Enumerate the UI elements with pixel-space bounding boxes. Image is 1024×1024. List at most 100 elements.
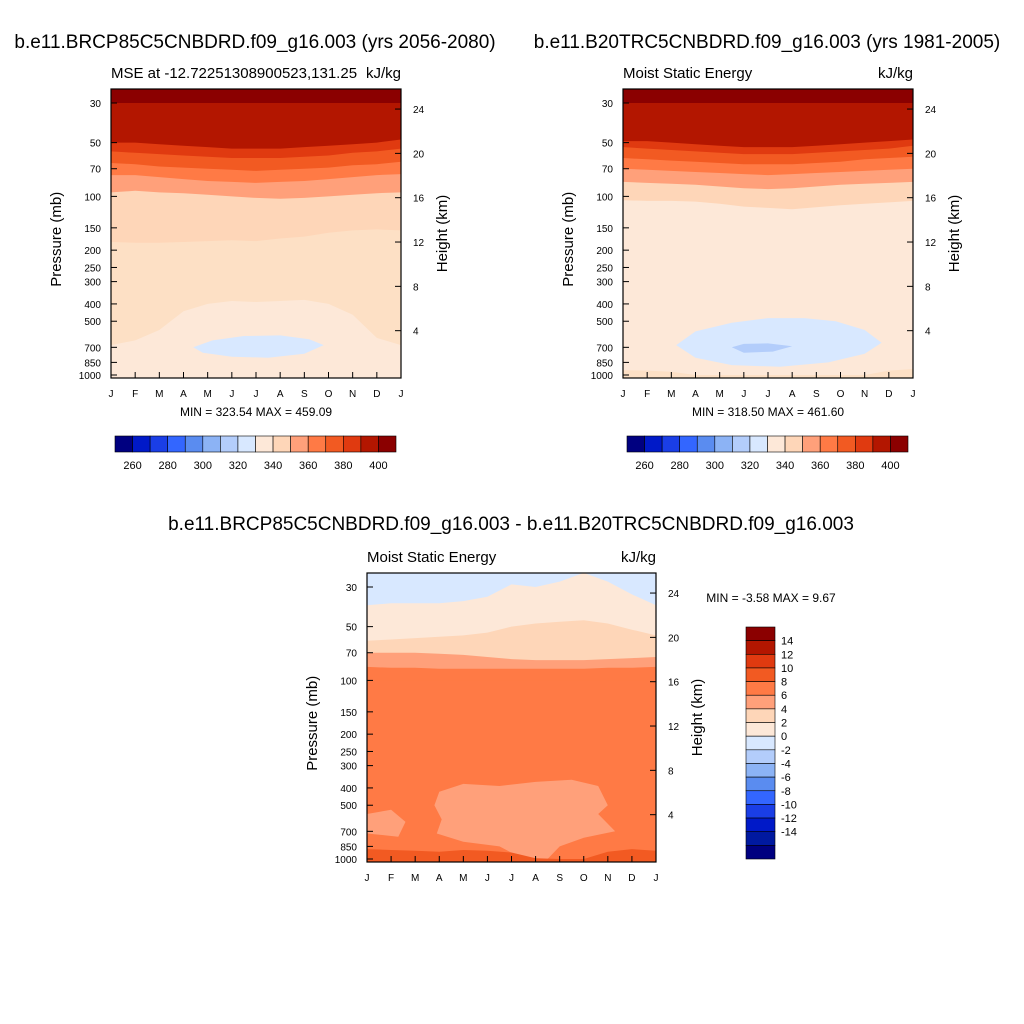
colorbar-box <box>745 831 776 846</box>
y-tick-label: 850 <box>84 358 101 369</box>
colorbar-box <box>745 845 776 860</box>
colorbar-box <box>784 435 803 453</box>
x-tick-label: M <box>411 873 419 884</box>
right-string: kJ/kg <box>878 65 913 82</box>
y-tick-label: 100 <box>340 676 357 687</box>
y-tick-label: 50 <box>346 623 358 634</box>
colorbar-box <box>732 435 751 453</box>
y-axis-label: Pressure (mb) <box>304 676 321 771</box>
colorbar-label: -8 <box>781 786 791 798</box>
colorbar-box <box>290 435 309 453</box>
height-tick-label: 16 <box>668 678 680 689</box>
colorbar-box <box>644 435 663 453</box>
colorbar-box <box>167 435 186 453</box>
colorbar-box <box>745 735 776 751</box>
x-tick-label: J <box>911 389 916 400</box>
contour-band-8 <box>623 89 913 103</box>
contour-band-7 <box>623 89 913 148</box>
colorbar-box <box>696 435 716 453</box>
colorbar-label: -2 <box>781 745 791 757</box>
colorbar-label: 12 <box>781 649 793 661</box>
contour-region-3 <box>731 343 793 353</box>
panel-title: b.e11.B20TRC5CNBDRD.f09_g16.003 (yrs 198… <box>534 32 1000 53</box>
colorbar-label: 260 <box>123 460 141 472</box>
contour-band-5 <box>367 573 656 606</box>
y-tick-label: 150 <box>596 224 613 235</box>
height-tick-label: 4 <box>413 327 419 338</box>
colorbar-box <box>745 708 776 723</box>
colorbar-box <box>149 435 168 453</box>
min-max-stats: MIN = -3.58 MAX = 9.67 <box>706 591 836 605</box>
y-tick-label: 300 <box>340 762 357 773</box>
y-tick-label: 200 <box>596 246 613 257</box>
height-tick-label: 16 <box>413 194 425 205</box>
x-tick-label: A <box>692 389 699 400</box>
colorbar-label: -4 <box>781 758 791 770</box>
y-tick-label: 400 <box>596 300 613 311</box>
colorbar-box <box>237 435 256 453</box>
colorbar-box <box>360 435 379 453</box>
y-tick-label: 70 <box>602 165 614 176</box>
y-tick-label: 150 <box>84 224 101 235</box>
y-tick-label: 100 <box>596 192 613 203</box>
panel-title: b.e11.BRCP85C5CNBDRD.f09_g16.003 - b.e11… <box>168 514 854 535</box>
x-tick-label: J <box>485 873 490 884</box>
colorbar-label: -12 <box>781 813 797 825</box>
x-tick-label: S <box>556 873 563 884</box>
min-max-stats: MIN = 318.50 MAX = 461.60 <box>692 405 844 419</box>
y-tick-label: 300 <box>84 278 101 289</box>
height-tick-label: 8 <box>925 282 931 293</box>
x-tick-label: F <box>132 389 138 400</box>
x-tick-label: A <box>436 873 443 884</box>
contour-band-7 <box>111 89 401 149</box>
colorbar-label: 300 <box>194 460 212 472</box>
y-tick-label: 400 <box>84 300 101 311</box>
contour-region-1 <box>367 809 406 837</box>
y-tick-label: 70 <box>90 165 102 176</box>
left-string: Moist Static Energy <box>367 549 497 566</box>
right-string: kJ/kg <box>366 65 401 82</box>
colorbar-box <box>819 435 839 453</box>
x-tick-label: F <box>388 873 394 884</box>
x-tick-label: J <box>254 389 259 400</box>
colorbar-box <box>114 435 133 453</box>
colorbar-label: 280 <box>671 460 689 472</box>
x-tick-label: N <box>604 873 611 884</box>
panel-1: b.e11.BRCP85C5CNBDRD.f09_g16.003 (yrs 20… <box>14 32 495 472</box>
y-tick-label: 30 <box>90 99 102 110</box>
y-tick-label: 700 <box>596 343 613 354</box>
height-tick-label: 4 <box>925 327 931 338</box>
colorbar-box <box>714 435 733 453</box>
colorbar-box <box>749 435 768 453</box>
colorbar-box <box>679 435 698 453</box>
colorbar-box <box>745 722 776 737</box>
colorbar-box <box>802 435 821 453</box>
y-tick-label: 1000 <box>335 855 358 866</box>
colorbar-label: 400 <box>881 460 899 472</box>
height-axis-label: Height (km) <box>946 195 963 273</box>
plot-area <box>623 89 913 378</box>
y-tick-label: 500 <box>84 317 101 328</box>
colorbar-box <box>745 640 776 655</box>
colorbar-box <box>307 435 327 453</box>
y-tick-label: 200 <box>340 730 357 741</box>
left-string: Moist Static Energy <box>623 65 753 82</box>
colorbar-label: -6 <box>781 772 791 784</box>
x-tick-label: J <box>621 389 626 400</box>
y-tick-label: 30 <box>346 583 358 594</box>
height-tick-label: 20 <box>413 149 425 160</box>
colorbar-label: 320 <box>741 460 759 472</box>
colorbar-box <box>745 653 776 669</box>
y-tick-label: 200 <box>84 246 101 257</box>
y-tick-label: 30 <box>602 99 614 110</box>
colorbar-label: -10 <box>781 799 797 811</box>
min-max-stats: MIN = 323.54 MAX = 459.09 <box>180 405 332 419</box>
colorbar-box <box>872 435 891 453</box>
contour-region-2 <box>193 335 324 358</box>
x-tick-label: D <box>373 389 380 400</box>
colorbar-label: 280 <box>159 460 177 472</box>
height-tick-label: 20 <box>925 149 937 160</box>
panel-title: b.e11.BRCP85C5CNBDRD.f09_g16.003 (yrs 20… <box>14 32 495 53</box>
colorbar-label: 260 <box>635 460 653 472</box>
colorbar-box <box>745 667 776 682</box>
